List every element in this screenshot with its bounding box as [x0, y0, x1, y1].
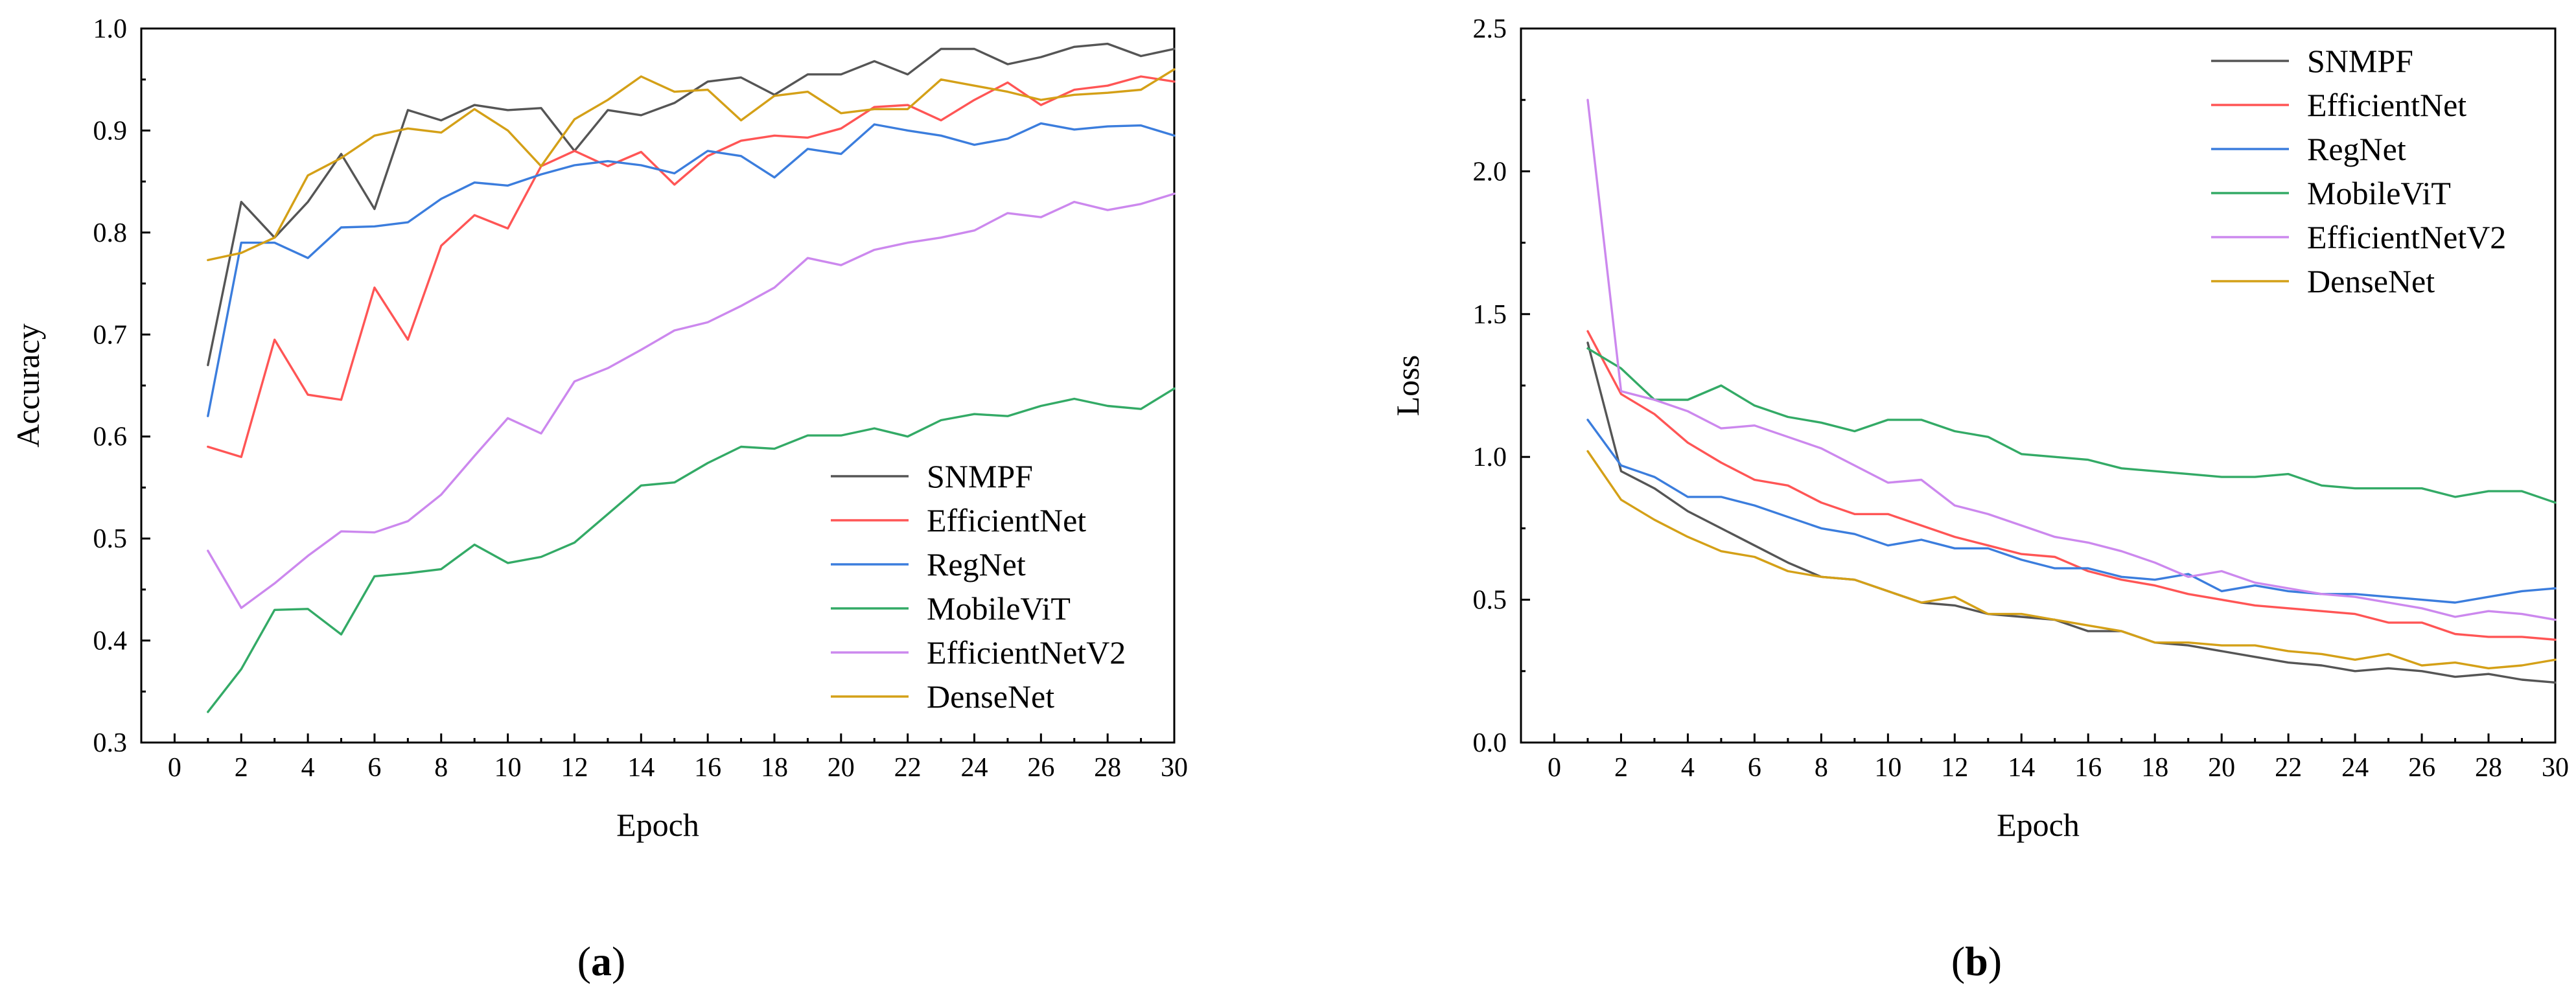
- x-tick-label: 4: [1681, 753, 1695, 783]
- x-tick-label: 10: [494, 753, 522, 783]
- x-tick-label: 2: [1614, 753, 1628, 783]
- x-tick-label: 20: [828, 753, 855, 783]
- x-tick-label: 6: [1748, 753, 1761, 783]
- x-tick-label: 28: [2475, 753, 2502, 783]
- y-tick-label: 0.7: [93, 320, 128, 350]
- series-line-densenet: [1586, 450, 2557, 670]
- series-line-mobilevit: [207, 387, 1176, 713]
- series-line-regnet: [1586, 419, 2557, 604]
- x-tick-label: 20: [2208, 753, 2235, 783]
- panel-letter: b: [1965, 938, 1988, 984]
- chart-panel-b: 0 2 4 6 8 10 12 14 16 18 20 22 24 26 28 300.00.51.01.52…: [1389, 14, 2569, 984]
- y-tick-label: 0.5: [93, 524, 128, 554]
- y-tick-label: 0.3: [93, 728, 128, 758]
- y-axis-title: Loss: [1389, 355, 1426, 416]
- y-tick-label: 0.0: [1473, 728, 1507, 758]
- y-tick-label: 1.5: [1473, 300, 1507, 330]
- x-tick-label: 8: [434, 753, 448, 783]
- y-tick-label: 0.8: [93, 218, 128, 248]
- x-tick-label: 30: [1161, 753, 1188, 783]
- x-axis-title: Epoch: [616, 807, 699, 843]
- x-tick-label: 10: [1874, 753, 1901, 783]
- series-line-snmpf: [1586, 341, 2557, 684]
- x-tick-label: 16: [694, 753, 721, 783]
- legend-label: EfficientNetV2: [927, 634, 1126, 671]
- series-line-densenet: [207, 68, 1176, 262]
- x-tick-label: 12: [1941, 753, 1968, 783]
- y-tick-label: 2.5: [1473, 14, 1507, 44]
- x-tick-label: 4: [301, 753, 315, 783]
- x-tick-label: 22: [894, 753, 922, 783]
- x-tick-label: 28: [1094, 753, 1121, 783]
- y-tick-label: 0.6: [93, 422, 128, 452]
- x-tick-label: 18: [2141, 753, 2168, 783]
- x-tick-label: 26: [2408, 753, 2435, 783]
- series-line-snmpf: [207, 42, 1176, 367]
- y-tick-label: 0.4: [93, 627, 128, 656]
- y-tick-label: 0.9: [93, 116, 128, 146]
- chart-panel-a: 0 2 4 6 8 10 12 14 16 18 20 22 24 26 28 300.30.40.50.60…: [10, 14, 1188, 984]
- y-tick-label: 1.0: [1473, 443, 1507, 472]
- legend-label: MobileViT: [927, 590, 1071, 627]
- x-tick-label: 26: [1027, 753, 1054, 783]
- legend-label: SNMPF: [927, 458, 1033, 494]
- x-tick-label: 0: [1548, 753, 1561, 783]
- x-tick-label: 6: [367, 753, 381, 783]
- series-line-mobilevit: [1586, 347, 2557, 504]
- x-tick-label: 0: [168, 753, 181, 783]
- legend-label: EfficientNet: [927, 502, 1086, 538]
- x-tick-label: 12: [561, 753, 588, 783]
- legend-label: SNMPF: [2307, 43, 2413, 79]
- legend-label: RegNet: [2307, 131, 2406, 167]
- legend-label: EfficientNetV2: [2307, 219, 2506, 255]
- legend-label: EfficientNet: [2307, 87, 2466, 123]
- legend-label: MobileViT: [2307, 175, 2451, 211]
- panel-letter: a: [591, 938, 612, 984]
- series-line-efficientnetv2: [1586, 98, 2557, 621]
- x-tick-label: 30: [2542, 753, 2569, 783]
- x-axis-title: Epoch: [1997, 807, 2080, 843]
- panel-label: (a): [577, 938, 626, 984]
- x-tick-label: 8: [1815, 753, 1828, 783]
- y-tick-label: 2.0: [1473, 157, 1507, 187]
- legend-label: RegNet: [927, 546, 1026, 582]
- series-line-efficientnet: [1586, 330, 2557, 641]
- x-tick-label: 24: [960, 753, 988, 783]
- y-axis-title: Accuracy: [10, 323, 46, 448]
- series-line-efficientnetv2: [207, 192, 1176, 609]
- x-tick-label: 18: [761, 753, 788, 783]
- panel-label: (b): [1951, 938, 2002, 984]
- x-tick-label: 24: [2341, 753, 2369, 783]
- legend-label: DenseNet: [2307, 263, 2435, 299]
- x-tick-label: 14: [627, 753, 655, 783]
- x-tick-label: 22: [2275, 753, 2302, 783]
- y-tick-label: 1.0: [93, 14, 128, 44]
- series-line-efficientnet: [207, 75, 1176, 458]
- legend-label: DenseNet: [927, 678, 1054, 715]
- x-tick-label: 2: [235, 753, 248, 783]
- y-tick-label: 0.5: [1473, 586, 1507, 616]
- x-tick-label: 14: [2008, 753, 2035, 783]
- x-tick-label: 16: [2074, 753, 2102, 783]
- series-line-regnet: [207, 122, 1176, 417]
